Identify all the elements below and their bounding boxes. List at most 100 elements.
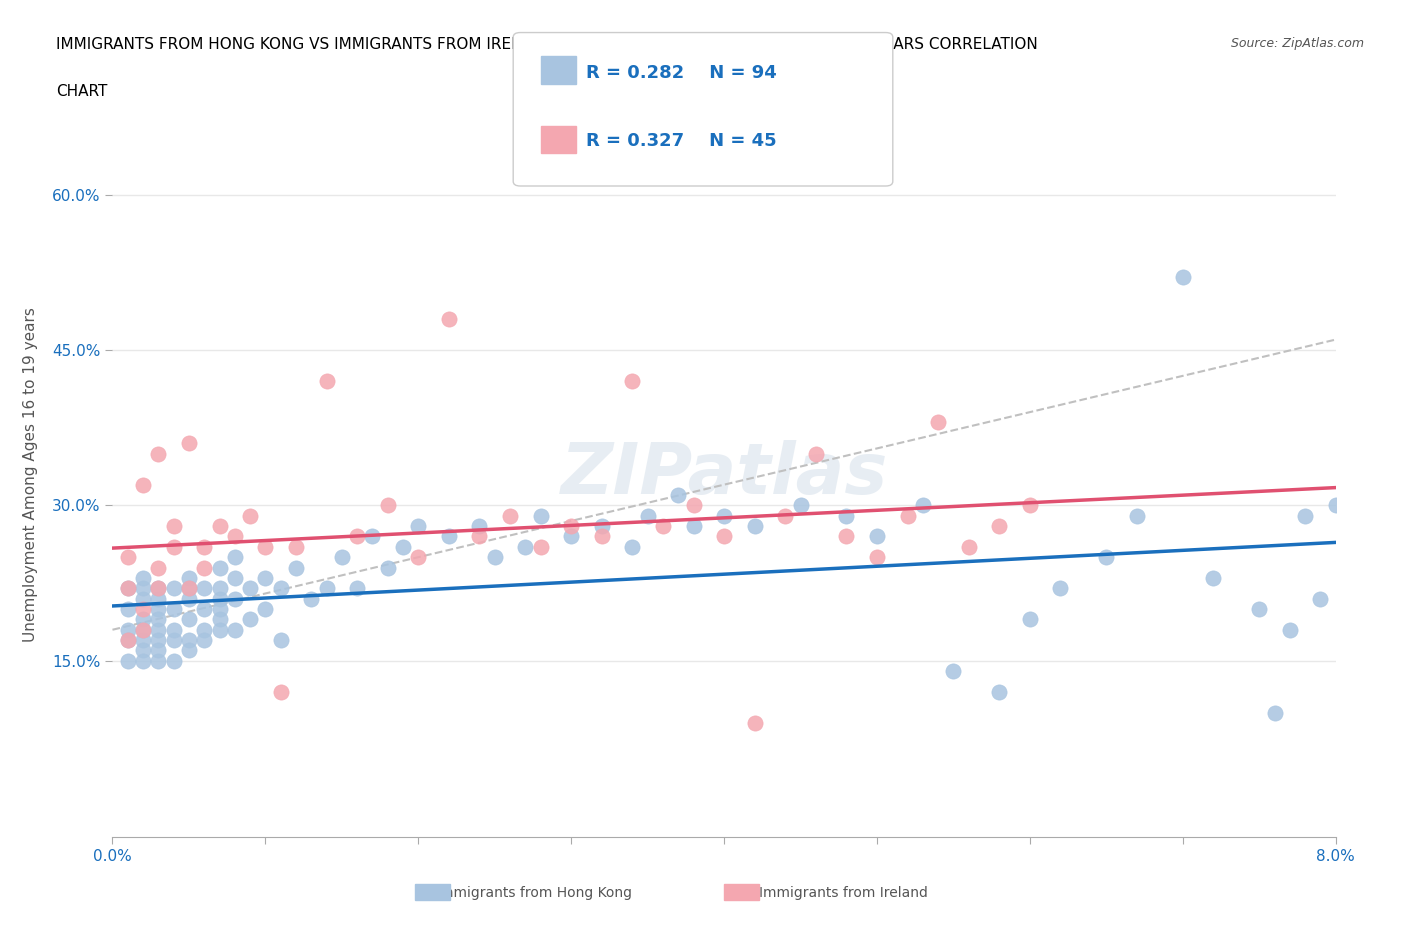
Point <box>117 602 139 617</box>
Point <box>148 602 170 617</box>
Point <box>591 519 613 534</box>
Point <box>177 436 200 451</box>
Point <box>239 612 262 627</box>
Point <box>239 581 262 596</box>
Point <box>177 581 200 596</box>
Point <box>132 581 155 596</box>
Point <box>392 539 415 554</box>
Point <box>315 374 337 389</box>
Point <box>927 415 949 430</box>
Point <box>117 632 139 647</box>
Point <box>208 519 231 534</box>
Point <box>713 509 735 524</box>
Point <box>208 602 231 617</box>
Point <box>988 519 1011 534</box>
Text: CHART: CHART <box>56 84 108 99</box>
Point <box>299 591 322 606</box>
Point <box>163 602 186 617</box>
Point <box>744 519 766 534</box>
Point <box>163 654 186 669</box>
Point <box>468 529 491 544</box>
Point <box>682 519 704 534</box>
Point <box>117 632 139 647</box>
Text: Immigrants from Ireland: Immigrants from Ireland <box>759 885 928 900</box>
Point <box>148 560 170 575</box>
Point <box>866 550 889 565</box>
Point <box>484 550 506 565</box>
Text: R = 0.282    N = 94: R = 0.282 N = 94 <box>586 63 778 82</box>
Point <box>148 622 170 637</box>
Point <box>254 602 277 617</box>
Point <box>254 570 277 585</box>
Point <box>208 581 231 596</box>
Point <box>621 539 644 554</box>
Point <box>1309 591 1331 606</box>
Point <box>1171 270 1194 285</box>
Point <box>163 622 186 637</box>
Point <box>254 539 277 554</box>
Point <box>224 591 246 606</box>
Point <box>132 643 155 658</box>
Point <box>163 519 186 534</box>
Point <box>1018 612 1040 627</box>
Point <box>177 643 200 658</box>
Point <box>177 612 200 627</box>
Point <box>346 529 368 544</box>
Point <box>132 632 155 647</box>
Text: R = 0.327    N = 45: R = 0.327 N = 45 <box>586 132 778 151</box>
Point <box>773 509 796 524</box>
Point <box>1049 581 1071 596</box>
Point <box>408 519 430 534</box>
Point <box>437 529 460 544</box>
Point <box>117 550 139 565</box>
Point <box>437 312 460 326</box>
Point <box>270 684 292 699</box>
Point <box>560 519 582 534</box>
Point <box>621 374 644 389</box>
Text: ZIPatlas: ZIPatlas <box>561 440 887 509</box>
Text: Immigrants from Hong Kong: Immigrants from Hong Kong <box>436 885 633 900</box>
Point <box>132 591 155 606</box>
Point <box>897 509 920 524</box>
Point <box>208 560 231 575</box>
Point <box>239 509 262 524</box>
Point <box>468 519 491 534</box>
Point <box>132 654 155 669</box>
Point <box>224 550 246 565</box>
Point <box>682 498 704 512</box>
Point <box>377 498 399 512</box>
Point <box>988 684 1011 699</box>
Point <box>193 581 215 596</box>
Point <box>163 539 186 554</box>
Point <box>117 581 139 596</box>
Point <box>377 560 399 575</box>
Point <box>132 477 155 492</box>
Point <box>1340 591 1362 606</box>
Point <box>193 632 215 647</box>
Point <box>148 654 170 669</box>
Point <box>942 664 965 679</box>
Point <box>1324 498 1347 512</box>
Point <box>208 612 231 627</box>
Point <box>1018 498 1040 512</box>
Point <box>1264 705 1286 720</box>
Point <box>804 446 827 461</box>
Point <box>744 715 766 730</box>
Point <box>270 581 292 596</box>
Point <box>284 539 308 554</box>
Point <box>148 446 170 461</box>
Point <box>789 498 811 512</box>
Point <box>132 602 155 617</box>
Point <box>315 581 337 596</box>
Point <box>148 581 170 596</box>
Point <box>529 539 551 554</box>
Point <box>148 581 170 596</box>
Point <box>224 622 246 637</box>
Text: Source: ZipAtlas.com: Source: ZipAtlas.com <box>1230 37 1364 50</box>
Point <box>117 622 139 637</box>
Point <box>835 509 858 524</box>
Point <box>132 570 155 585</box>
Point <box>224 529 246 544</box>
Point <box>148 612 170 627</box>
Point <box>163 632 186 647</box>
